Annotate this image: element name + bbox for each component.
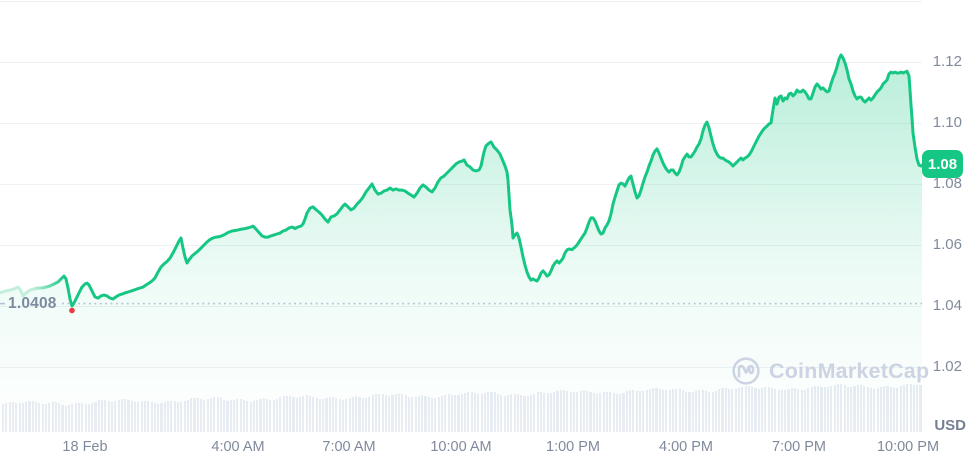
x-axis-tick-label: 7:00 AM (322, 439, 376, 455)
x-axis-tick-label: 10:00 AM (430, 439, 492, 455)
current-price-badge: 1.08 (922, 150, 963, 179)
grid-line (0, 123, 922, 124)
x-axis-tick-label: 7:00 PM (772, 439, 826, 455)
price-line (0, 53, 924, 308)
y-axis-tick-label: 1.08 (932, 175, 962, 192)
y-axis-tick-label: 1.12 (932, 53, 962, 70)
y-axis-tick-label: 1.06 (932, 236, 962, 253)
x-axis-tick-label: 10:00 PM (876, 439, 940, 455)
y-axis-unit-label: USD (934, 417, 966, 434)
grid-line (0, 1, 922, 2)
grid-line (0, 62, 922, 63)
area-fill (0, 55, 922, 431)
x-axis-tick-label: 1:00 PM (546, 439, 600, 455)
low-price-marker (69, 307, 75, 314)
watermark-wordmark: CoinMarketCap (769, 358, 930, 383)
open-price-label: 1.0408 (8, 295, 57, 312)
x-axis-tick-label: 18 Feb (62, 439, 108, 455)
watermark: CoinMarketCap (731, 356, 929, 386)
coinmarketcap-logo-icon (732, 357, 760, 385)
x-axis-tick-label: 4:00 PM (659, 439, 713, 455)
y-axis-tick-label: 1.04 (932, 297, 962, 314)
y-axis-tick-label: 1.02 (932, 358, 962, 375)
x-axis-tick-label: 4:00 AM (211, 439, 265, 455)
y-axis-tick-label: 1.10 (932, 114, 962, 131)
